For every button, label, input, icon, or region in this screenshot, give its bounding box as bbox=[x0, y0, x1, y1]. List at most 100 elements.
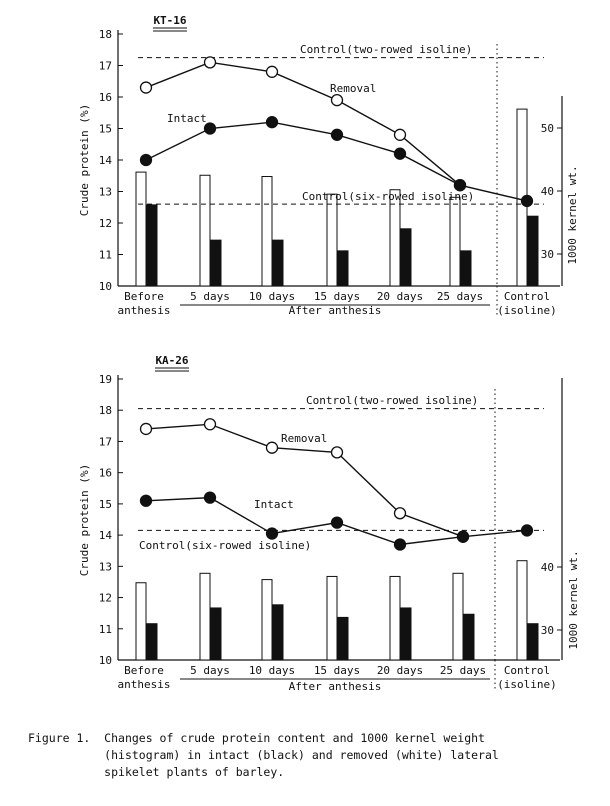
group-label: After anthesis bbox=[289, 680, 382, 693]
chart-1: KT-16 10 11 12 13 14 15 16 17 18 Crude protein (%)… bbox=[78, 14, 579, 317]
bar-intact bbox=[463, 613, 475, 661]
y-tick-label: 10 bbox=[99, 654, 112, 667]
bar-intact bbox=[400, 607, 412, 661]
y-tick-label: 18 bbox=[99, 404, 112, 417]
point-intact bbox=[393, 538, 407, 551]
x-tick-label: 15 days bbox=[314, 290, 360, 303]
reference-line-label: Control(six-rowed isoline) bbox=[302, 190, 474, 203]
point-removal bbox=[139, 81, 153, 94]
point-intact bbox=[203, 122, 217, 135]
bar-removed bbox=[389, 189, 401, 287]
point-intact bbox=[393, 147, 407, 160]
group-label: After anthesis bbox=[289, 304, 382, 317]
y-tick-label: 19 bbox=[99, 373, 112, 386]
bar-intact bbox=[146, 623, 158, 661]
y-tick-label: 17 bbox=[99, 60, 112, 73]
series-label-removal: Removal bbox=[330, 82, 376, 95]
y2-axis-label: 1000 kernel wt. bbox=[566, 165, 579, 264]
x-tick-label: 10 days bbox=[249, 290, 295, 303]
point-removal bbox=[203, 418, 217, 431]
x-tick-label: 10 days bbox=[249, 664, 295, 677]
y-tick-label: 16 bbox=[99, 91, 112, 104]
bar-removed bbox=[135, 582, 147, 661]
y-tick-label: 12 bbox=[99, 217, 112, 230]
y-tick-label: 12 bbox=[99, 592, 112, 605]
y-tick-label: 15 bbox=[99, 123, 112, 136]
point-removal bbox=[393, 128, 407, 141]
caption-label: Figure 1. bbox=[28, 731, 91, 745]
point-removal bbox=[265, 65, 279, 78]
bar-removed bbox=[326, 575, 338, 661]
point-intact bbox=[453, 179, 467, 192]
point-intact bbox=[520, 194, 534, 208]
point-intact bbox=[139, 494, 153, 507]
x-tick-label: (isoline) bbox=[497, 678, 557, 691]
x-tick-label: 20 days bbox=[377, 290, 423, 303]
point-intact bbox=[330, 128, 344, 141]
bar-removed bbox=[261, 579, 273, 661]
point-intact bbox=[520, 524, 534, 537]
x-tick-label: Before bbox=[124, 290, 164, 303]
reference-line-label: Control(two-rowed isoline) bbox=[300, 43, 472, 56]
bar-intact bbox=[272, 239, 284, 287]
reference-line-label: Control(two-rowed isoline) bbox=[306, 394, 478, 407]
series-label-removal: Removal bbox=[281, 432, 327, 445]
x-tick-label: 5 days bbox=[190, 664, 230, 677]
y-tick-label: 10 bbox=[99, 280, 112, 293]
point-intact bbox=[139, 153, 153, 167]
point-intact bbox=[265, 116, 279, 129]
bar-intact bbox=[337, 250, 349, 287]
point-intact bbox=[456, 530, 470, 543]
point-removal bbox=[330, 446, 344, 459]
y2-tick-label: 40 bbox=[541, 185, 554, 198]
x-tick-label: 20 days bbox=[377, 664, 423, 677]
y-tick-label: 14 bbox=[99, 154, 113, 167]
bar-removed bbox=[326, 193, 338, 287]
y-tick-label: 18 bbox=[99, 28, 112, 41]
x-tick-label: Control bbox=[504, 664, 550, 677]
bar-removed bbox=[135, 171, 147, 287]
y-tick-label: 14 bbox=[99, 529, 113, 542]
x-tick-label: 5 days bbox=[190, 290, 230, 303]
bar-intact bbox=[337, 616, 349, 661]
series-line-removal bbox=[145, 61, 461, 186]
series-label-intact: Intact bbox=[254, 498, 294, 511]
point-removal bbox=[203, 56, 217, 69]
bar-intact bbox=[527, 623, 539, 661]
point-intact bbox=[265, 527, 279, 540]
y2-tick-label: 30 bbox=[541, 624, 554, 637]
x-tick-label: anthesis bbox=[118, 304, 171, 317]
series-label-intact: Intact bbox=[167, 112, 207, 125]
series-line-removal bbox=[145, 423, 464, 538]
y2-axis-label: 1000 kernel wt. bbox=[567, 550, 580, 649]
y2-tick-label: 30 bbox=[541, 248, 554, 261]
bar-intact bbox=[400, 228, 412, 287]
bar-intact bbox=[210, 239, 222, 287]
chart-title: KT-16 bbox=[153, 14, 186, 27]
bar-removed bbox=[449, 196, 461, 287]
caption-line-2: (histogram) in intact (black) and remove… bbox=[104, 748, 499, 762]
chart-2: KA-26 10 11 12 13 14 15 16 17 18 19 Crude protein (… bbox=[78, 354, 580, 693]
point-intact bbox=[203, 491, 217, 504]
x-tick-label: 25 days bbox=[437, 290, 483, 303]
caption-line-3: spikelet plants of barley. bbox=[104, 765, 285, 779]
y-tick-label: 17 bbox=[99, 435, 112, 448]
bar-intact bbox=[210, 607, 222, 661]
bar-intact bbox=[146, 204, 158, 287]
bar-intact bbox=[460, 250, 472, 287]
point-removal bbox=[330, 94, 344, 107]
bar-removed bbox=[261, 176, 273, 287]
point-removal bbox=[265, 441, 279, 454]
x-tick-label: Before bbox=[124, 664, 164, 677]
reference-line-label: Control(six-rowed isoline) bbox=[139, 539, 311, 552]
y-axis-label: Crude protein (%) bbox=[78, 104, 91, 217]
bar-removed bbox=[516, 560, 528, 661]
x-tick-label: (isoline) bbox=[497, 304, 557, 317]
bar-removed bbox=[199, 174, 211, 287]
y-tick-label: 13 bbox=[99, 186, 112, 199]
bar-removed bbox=[452, 572, 464, 661]
bar-removed bbox=[199, 572, 211, 661]
y-tick-label: 16 bbox=[99, 467, 112, 480]
y2-tick-label: 40 bbox=[541, 561, 554, 574]
